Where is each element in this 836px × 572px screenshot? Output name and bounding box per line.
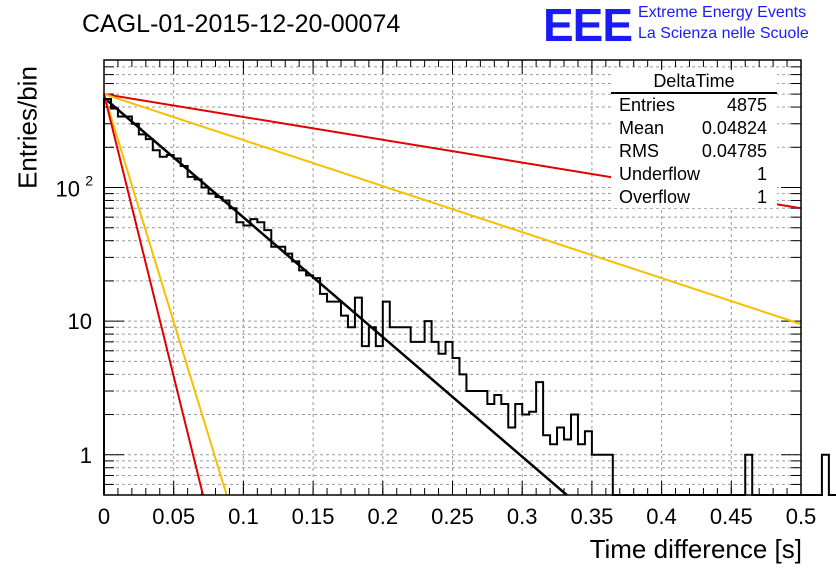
x-tick-label: 0.2: [368, 504, 399, 529]
plot-frame: [103, 59, 802, 496]
stats-row-underflow: Underflow 1: [619, 164, 767, 184]
x-axis-label: Time difference [s]: [589, 534, 802, 564]
logo-subtitle-2: La Scienza nelle Scuole: [638, 25, 809, 42]
logo-subtitle-1: Extreme Energy Events: [638, 4, 807, 21]
y-tick-exponent: 2: [85, 173, 93, 189]
y-tick-label: 1: [80, 443, 92, 468]
stats-row-rms: RMS 0.04785: [619, 141, 767, 161]
x-tick-label: 0.05: [152, 504, 195, 529]
stats-box: DeltaTime Entries 4875 Mean 0.04824 RMS 0.0…: [611, 70, 777, 208]
fit-line: [103, 93, 802, 326]
plot-title: CAGL-01-2015-12-20-00074: [82, 10, 401, 38]
stats-row-mean: Mean 0.04824: [619, 118, 767, 138]
fit-line: [103, 93, 228, 496]
fit-line: [103, 93, 204, 496]
y-tick-label: 10: [68, 309, 92, 334]
x-tick-label: 0.5: [786, 504, 817, 529]
stats-row-overflow: Overflow 1: [619, 187, 767, 207]
x-tick-labels: 0 0.05 0.1 0.15 0.2 0.25 0.3 0.35 0.4 0.45 0.5: [98, 504, 816, 529]
x-tick-label: 0: [98, 504, 110, 529]
x-tick-label: 0.1: [228, 504, 259, 529]
x-tick-label: 0.3: [507, 504, 538, 529]
y-tick-label: 10: [56, 177, 80, 202]
histogram-outline: [103, 97, 836, 496]
stats-box-title: DeltaTime: [611, 70, 777, 94]
stats-row-entries: Entries 4875: [619, 95, 767, 115]
x-tick-label: 0.35: [570, 504, 613, 529]
x-tick-label: 0.25: [431, 504, 474, 529]
x-tick-label: 0.15: [292, 504, 335, 529]
y-tick-labels: 1 10 10 2: [56, 173, 94, 468]
x-tick-label: 0.45: [710, 504, 753, 529]
axis-ticks: [103, 59, 802, 496]
eee-logo: EEE: [543, 0, 633, 51]
x-tick-label: 0.4: [646, 504, 677, 529]
y-axis-label: Entries/bin: [12, 66, 43, 189]
